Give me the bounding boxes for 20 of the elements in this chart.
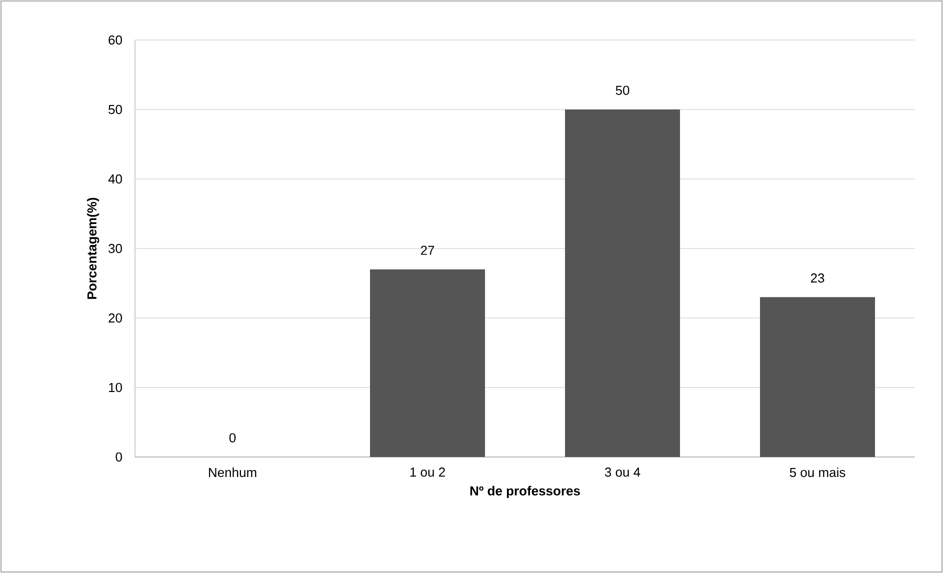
y-tick-label: 40 bbox=[108, 174, 122, 184]
x-tick-label: 3 ou 4 bbox=[604, 468, 640, 477]
x-tick-label: Nenhum bbox=[209, 468, 256, 478]
y-tick-label: 10 bbox=[109, 382, 122, 392]
data-label: 0 bbox=[229, 433, 236, 442]
data-label: 23 bbox=[810, 273, 824, 283]
bar bbox=[565, 109, 680, 457]
y-tick-label: 20 bbox=[108, 313, 122, 323]
bar bbox=[760, 297, 875, 457]
data-label: 27 bbox=[420, 246, 434, 255]
y-tick-label: 0 bbox=[116, 452, 122, 462]
x-axis-title: Nº de professores bbox=[470, 486, 580, 498]
y-tick-label: 60 bbox=[108, 35, 122, 45]
y-axis-title: Porcentagem(%) bbox=[86, 198, 100, 299]
bar bbox=[370, 269, 486, 457]
data-label: 50 bbox=[616, 86, 630, 95]
x-tick-label: 1 ou 2 bbox=[410, 468, 445, 477]
y-tick-label: 30 bbox=[108, 244, 122, 254]
y-tick-label: 50 bbox=[108, 104, 122, 114]
x-tick-label: 5 ou mais bbox=[790, 468, 846, 478]
